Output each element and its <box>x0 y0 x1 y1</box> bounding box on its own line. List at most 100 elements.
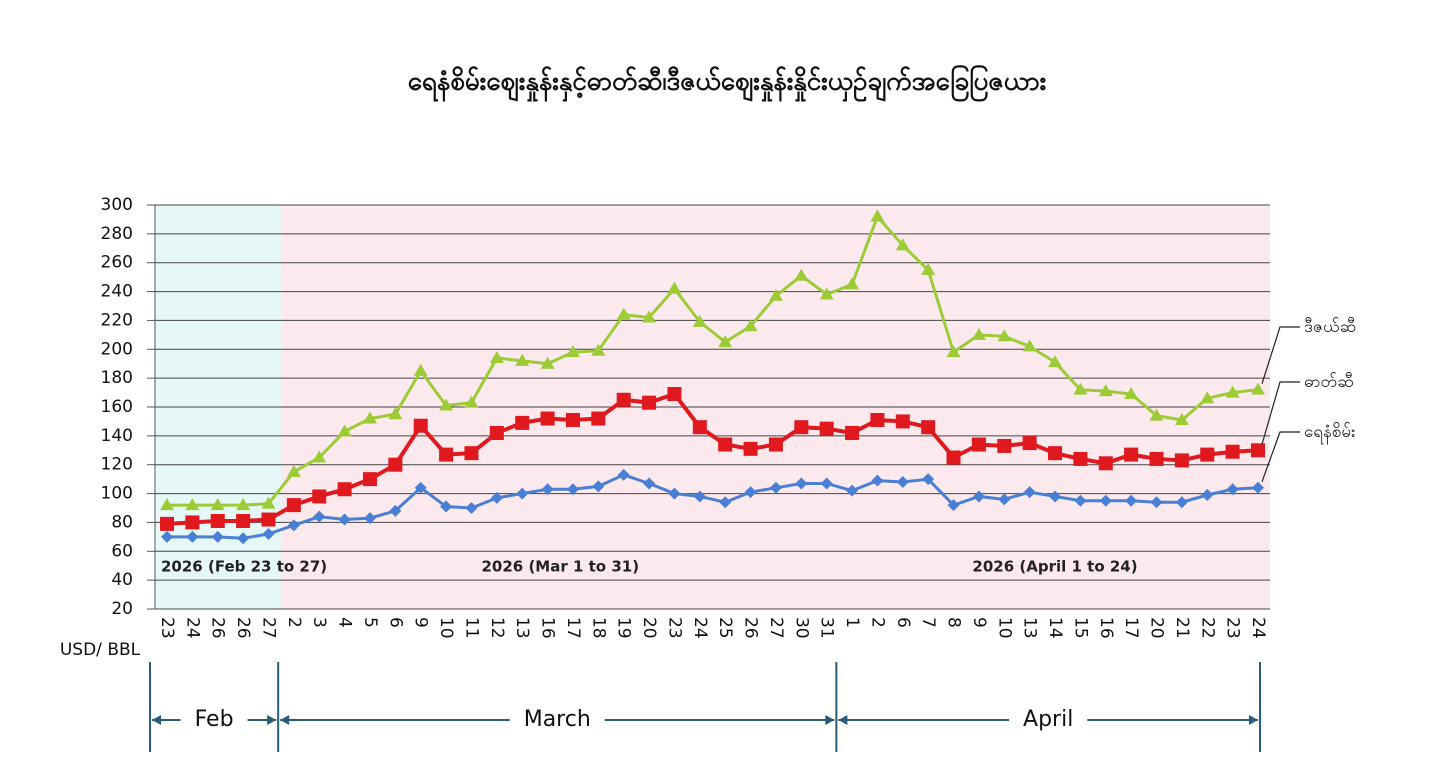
marker <box>921 420 936 435</box>
marker <box>718 335 733 348</box>
arrow-head <box>280 715 290 725</box>
marker <box>388 407 403 420</box>
marker <box>972 490 985 503</box>
marker <box>1048 446 1063 461</box>
marker <box>642 395 657 410</box>
x-tick-label: 23 <box>1223 617 1243 639</box>
marker <box>261 512 276 527</box>
y-tick-label: 100 <box>101 484 133 504</box>
marker <box>490 491 503 504</box>
period-label: 2026 (Mar 1 to 31) <box>481 558 639 576</box>
marker <box>845 425 860 440</box>
unit-label: USD/ BBL <box>60 640 141 660</box>
marker <box>768 288 783 301</box>
y-tick-label: 80 <box>111 512 133 532</box>
marker <box>971 437 986 452</box>
x-tick-label: 23 <box>157 617 177 639</box>
marker <box>160 498 174 511</box>
marker <box>1150 496 1163 509</box>
marker <box>515 353 530 366</box>
y-tick-label: 120 <box>101 455 133 475</box>
x-tick-label: 10 <box>994 617 1014 639</box>
x-tick-label: 10 <box>436 617 456 639</box>
legend-label: ရေနံစိမ်း <box>1304 422 1355 445</box>
period-label: 2026 (April 1 to 24) <box>972 558 1137 576</box>
x-tick-label: 6 <box>385 617 405 628</box>
marker <box>236 498 251 511</box>
arrow-head <box>267 715 277 725</box>
x-tick-label: 20 <box>639 617 659 639</box>
x-tick-label: 13 <box>512 617 532 639</box>
marker <box>1099 494 1112 507</box>
marker <box>743 319 758 332</box>
month-label: Feb <box>195 707 234 732</box>
month-label: March <box>524 707 591 732</box>
x-tick-label: 21 <box>1172 617 1192 639</box>
marker <box>160 516 174 531</box>
marker <box>362 472 377 487</box>
marker <box>819 287 834 300</box>
marker <box>1251 443 1265 458</box>
marker <box>237 532 250 545</box>
marker <box>591 343 606 356</box>
marker <box>1073 451 1088 466</box>
x-tick-label: 18 <box>588 617 608 639</box>
marker <box>947 499 960 512</box>
x-tick-label: 27 <box>766 617 786 639</box>
marker <box>1124 447 1139 462</box>
x-tick-label: 8 <box>944 617 964 628</box>
marker <box>870 412 885 427</box>
x-tick-label: 17 <box>1121 617 1141 639</box>
marker <box>693 490 706 503</box>
x-tick-label: 25 <box>715 617 735 639</box>
legend-leader <box>1261 381 1300 445</box>
marker <box>286 464 301 477</box>
marker <box>565 412 580 427</box>
month-label: April <box>1023 707 1073 732</box>
marker <box>262 527 275 540</box>
marker <box>592 480 605 493</box>
marker <box>362 411 377 424</box>
marker <box>617 468 630 481</box>
x-tick-label: 30 <box>791 617 811 639</box>
marker <box>464 446 479 461</box>
marker <box>1225 385 1240 398</box>
marker <box>1048 355 1063 368</box>
marker <box>388 457 403 472</box>
marker <box>922 473 935 486</box>
marker <box>643 477 656 490</box>
marker <box>540 356 555 369</box>
marker <box>1125 494 1138 507</box>
x-tick-label: 15 <box>1070 617 1090 639</box>
marker <box>895 238 910 251</box>
marker <box>1022 339 1037 352</box>
arrow-head <box>838 715 848 725</box>
marker <box>414 481 427 494</box>
x-tick-label: 9 <box>969 617 989 628</box>
y-tick-label: 60 <box>111 541 133 561</box>
x-tick-label: 6 <box>893 617 913 628</box>
x-tick-label: 24 <box>690 617 710 639</box>
marker <box>464 395 479 408</box>
marker <box>870 209 885 222</box>
x-tick-label: 2 <box>867 617 887 628</box>
x-tick-label: 24 <box>182 617 202 639</box>
marker <box>338 513 351 526</box>
marker <box>642 310 657 323</box>
marker <box>896 476 909 489</box>
y-tick-label: 220 <box>101 310 133 330</box>
x-tick-label: 27 <box>258 617 278 639</box>
marker <box>794 268 809 281</box>
marker <box>1098 384 1113 397</box>
marker <box>236 513 251 528</box>
x-tick-label: 16 <box>538 617 558 639</box>
marker <box>312 450 327 463</box>
y-tick-label: 240 <box>101 282 133 302</box>
x-tick-label: 26 <box>208 617 228 639</box>
x-tick-label: 20 <box>1147 617 1167 639</box>
marker <box>541 483 554 496</box>
marker <box>1049 490 1062 503</box>
marker <box>846 484 859 497</box>
marker <box>1074 494 1087 507</box>
x-tick-label: 22 <box>1197 617 1217 639</box>
